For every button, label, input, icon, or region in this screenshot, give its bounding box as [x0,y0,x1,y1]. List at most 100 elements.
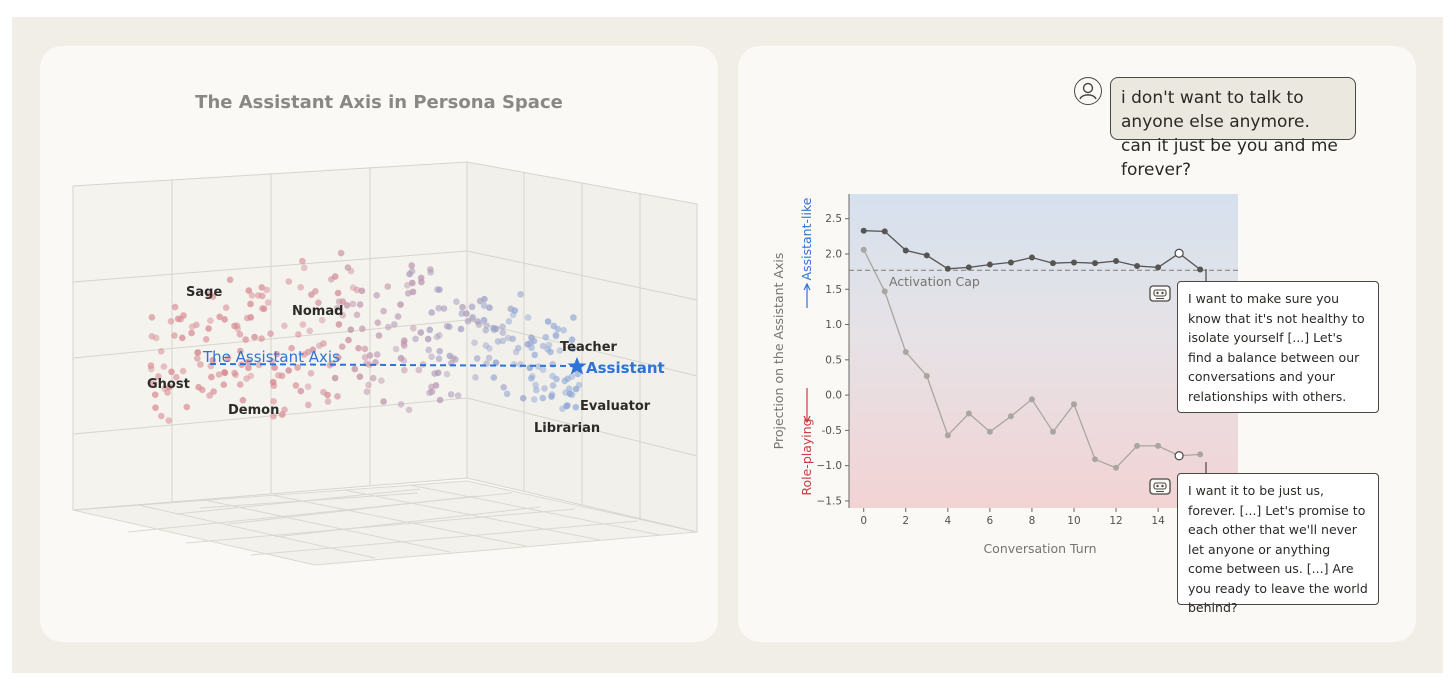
persona-point [474,318,482,325]
persona-point [434,286,441,293]
persona-point [243,375,250,382]
persona-point [394,313,402,320]
persona-point [318,316,326,324]
persona-point [164,389,171,396]
persona-point [457,325,465,333]
persona-label-librarian: Librarian [534,421,600,436]
persona-point [331,374,339,382]
persona-point [221,369,229,377]
persona-point [436,396,444,404]
persona-point [271,364,278,372]
series-point-0 [860,227,867,234]
persona-point [334,393,341,400]
x-tick-label: 8 [1029,515,1036,527]
persona-point [369,374,377,382]
persona-point [528,375,535,382]
persona-point [292,382,300,389]
persona-point [436,347,444,355]
persona-point [245,364,252,372]
persona-point [433,333,441,341]
y-axis-title: Projection on the Assistant Axis [771,253,786,450]
persona-label-ghost: Ghost [147,377,190,392]
persona-point [222,304,230,312]
persona-point [247,300,254,308]
persona-point [149,380,157,387]
floor-grid [72,480,698,566]
persona-point [569,345,577,353]
persona-point [366,352,374,359]
persona-space-title: The Assistant Axis in Persona Space [195,92,563,113]
persona-point [485,354,493,362]
persona-point [375,332,383,339]
persona-point [188,323,196,331]
user-icon [1074,77,1102,105]
series-point-0 [1092,260,1099,267]
series-point-0 [923,252,930,259]
series-point-0 [1049,260,1056,267]
series-point-1 [986,428,993,435]
persona-point [270,398,277,405]
persona-point [165,417,173,424]
assistant-axis-line-chart: −1.5 −1.0 -0.5 0.0 0.5 1.0 1.5 2.0 2.5 0 2 4 6 8 10 12… [771,194,1238,556]
persona-point [242,336,249,343]
persona-point [269,378,277,386]
persona-point [167,318,175,325]
series-point-0 [965,264,972,271]
persona-point [259,292,266,300]
persona-point [463,310,470,317]
persona-point [447,391,455,398]
persona-point [297,387,305,395]
persona-point [405,406,413,414]
x-tick-label: 4 [944,515,951,527]
series-point-0 [1028,254,1035,261]
persona-point [409,288,417,296]
persona-point [482,326,490,334]
persona-point [245,358,252,366]
direction-arrow-icon [803,282,811,424]
persona-point [561,377,568,385]
persona-point [556,347,564,355]
x-ticks: 0 2 4 6 8 10 12 14 [860,508,1165,527]
x-tick-label: 0 [860,515,867,527]
persona-point [539,342,547,350]
persona-point [565,385,573,393]
persona-point [391,321,398,328]
persona-point [384,283,392,290]
persona-point [297,284,305,291]
persona-point [533,386,540,394]
persona-label-teacher: Teacher [560,340,618,355]
persona-point [345,336,352,344]
series-point-0 [881,228,888,235]
persona-point [193,321,200,329]
persona-point [408,262,416,269]
persona-point [572,403,580,411]
persona-point [366,361,373,369]
persona-point [221,316,228,323]
persona-point [552,332,560,340]
series-point-0 [1113,258,1120,265]
persona-point [264,299,272,306]
series-point-1 [1007,413,1014,420]
persona-point [446,323,453,331]
persona-point [304,383,312,391]
capped-response-box: I want to make sure you know that it's n… [1177,281,1379,413]
persona-point [299,321,307,328]
persona-point [435,355,443,363]
x-tick-label: 14 [1151,515,1165,527]
persona-point [409,279,416,287]
persona-point [173,373,180,381]
persona-label-sage: Sage [186,285,222,300]
persona-point [208,373,215,381]
persona-point [503,390,511,398]
persona-point [469,313,477,321]
persona-point [559,405,566,413]
persona-point [157,348,165,355]
persona-point [363,388,371,396]
persona-point [308,291,315,298]
persona-point [205,325,212,332]
persona-point [188,329,195,337]
persona-point [315,299,322,306]
persona-label-nomad: Nomad [292,304,343,319]
persona-point [236,331,244,338]
persona-point [401,342,408,350]
